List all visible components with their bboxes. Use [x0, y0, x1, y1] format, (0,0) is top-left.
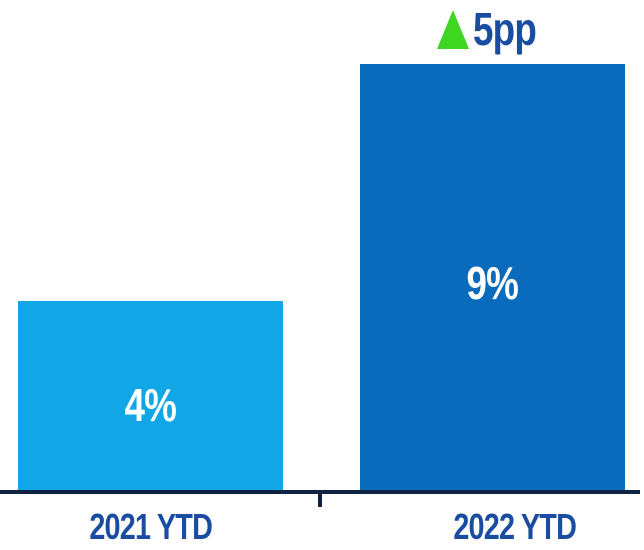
bar-value-label-2021: 4% [18, 382, 283, 428]
x-axis-label-2022: 2022 YTD [382, 509, 644, 545]
bar-value-text-2022: 9% [466, 257, 519, 309]
change-value-label: 5pp [473, 3, 537, 55]
up-triangle-icon [437, 10, 469, 49]
bar-value-label-2022: 9% [360, 260, 625, 306]
x-axis-tick [318, 490, 322, 507]
x-axis-label-2021: 2021 YTD [18, 509, 284, 545]
bar-value-text-2021: 4% [124, 379, 177, 431]
x-axis-label-text-2022: 2022 YTD [453, 506, 578, 547]
bar-2021-ytd [18, 301, 283, 490]
bar-2022-ytd [360, 64, 625, 490]
x-axis-label-text-2021: 2021 YTD [89, 506, 214, 547]
